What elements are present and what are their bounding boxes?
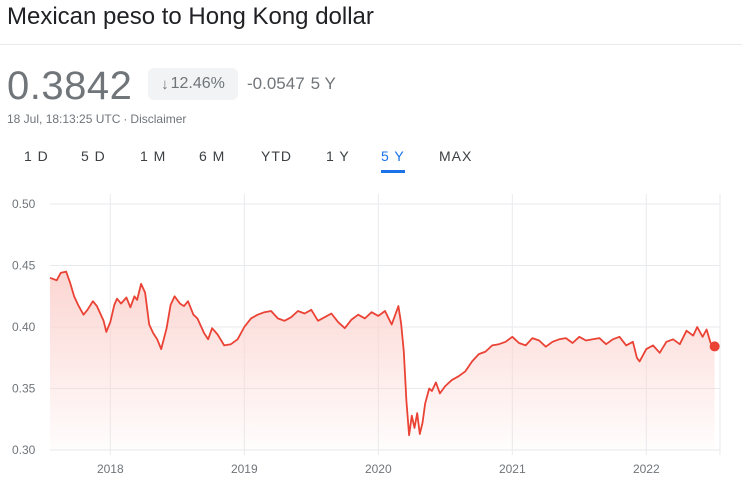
x-tick-label: 2019	[231, 462, 258, 476]
tab-max[interactable]: MAX	[439, 148, 473, 164]
change-value: -0.0547	[247, 74, 305, 93]
tab-1m[interactable]: 1 M	[140, 148, 167, 164]
x-tick-label: 2018	[97, 462, 124, 476]
change-summary: -0.0547 5 Y	[247, 74, 342, 94]
tab-1y[interactable]: 1 Y	[326, 148, 350, 164]
tab-1d[interactable]: 1 D	[24, 148, 49, 164]
tab-ytd[interactable]: YTD	[261, 148, 292, 164]
tab-5y[interactable]: 5 Y	[381, 148, 405, 173]
last-point-marker	[709, 341, 720, 352]
x-tick-label: 2020	[365, 462, 392, 476]
rate-chart[interactable]: 0.50 0.45 0.40 0.35 0.30 2018 2019 2020 2021 2022	[0, 180, 742, 491]
x-tick-label: 2021	[499, 462, 526, 476]
timestamp-line: 18 Jul, 18:13:25 UTC · Disclaimer	[7, 112, 186, 126]
timestamp: 18 Jul, 18:13:25 UTC	[7, 112, 121, 126]
series-area	[50, 271, 715, 450]
disclaimer-link[interactable]: Disclaimer	[130, 112, 187, 126]
separator: ·	[123, 112, 128, 126]
y-tick-label: 0.45	[12, 259, 36, 273]
y-tick-label: 0.30	[12, 443, 36, 457]
change-percent: 12.46%	[170, 75, 225, 92]
page-title: Mexican peso to Hong Kong dollar	[7, 3, 374, 30]
arrow-down-icon: ↓	[161, 75, 169, 93]
current-rate: 0.3842	[7, 64, 133, 108]
tab-6m[interactable]: 6 M	[199, 148, 226, 164]
change-percent-badge: ↓ 12.46%	[148, 68, 238, 100]
header-divider	[0, 44, 742, 45]
x-tick-label: 2022	[633, 462, 660, 476]
series-line	[49, 270, 716, 437]
y-tick-label: 0.50	[12, 197, 36, 211]
y-tick-label: 0.40	[12, 320, 36, 334]
tab-5d[interactable]: 5 D	[81, 148, 106, 164]
y-tick-label: 0.35	[12, 382, 36, 396]
change-period: 5 Y	[310, 74, 336, 93]
